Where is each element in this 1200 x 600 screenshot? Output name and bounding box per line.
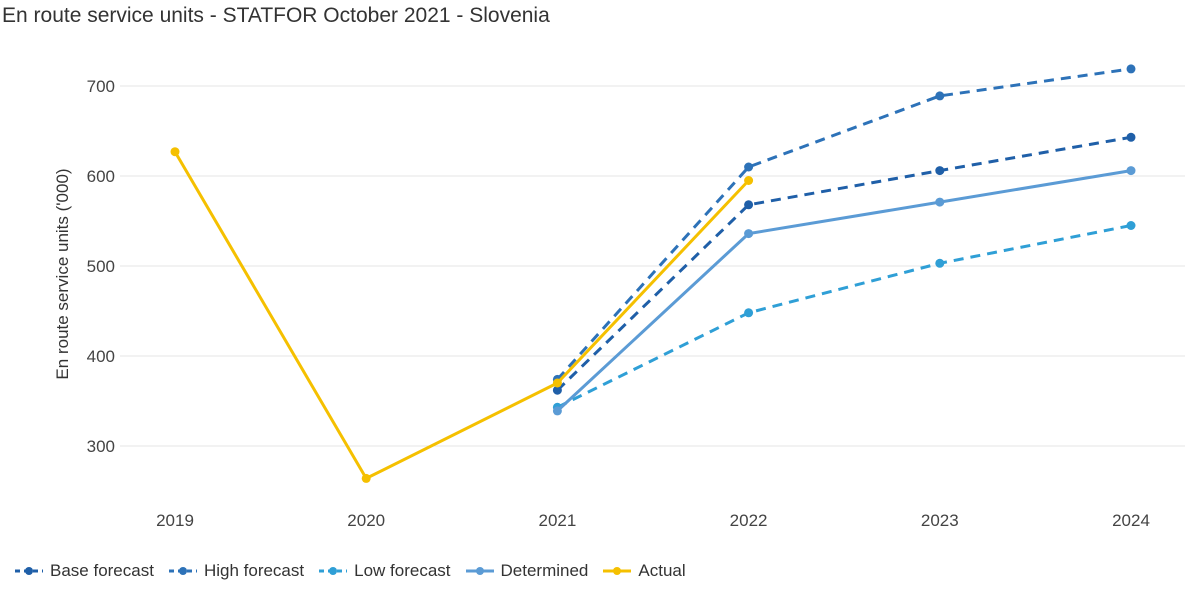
data-point-high-forecast (935, 91, 945, 101)
legend-swatch-marker (178, 567, 187, 575)
legend-swatch (603, 567, 632, 575)
data-point-actual (361, 473, 371, 483)
legend-swatch-marker (613, 567, 622, 575)
legend-swatch (15, 567, 43, 575)
legend-item-actual[interactable]: Actual (602, 561, 686, 581)
x-tick-label: 2021 (538, 511, 576, 530)
data-point-actual (744, 176, 754, 185)
data-point-base-forecast (552, 385, 562, 395)
legend-swatch (168, 567, 197, 575)
series-line-base-forecast (556, 135, 1132, 392)
data-point-high-forecast (1126, 64, 1136, 74)
legend-item-high-forecast[interactable]: High forecast (168, 561, 304, 581)
data-point-low-forecast (744, 308, 754, 318)
y-tick-label: 400 (87, 347, 115, 366)
x-tick-label: 2023 (921, 511, 959, 530)
y-tick-label: 700 (87, 77, 115, 96)
y-tick-label: 500 (87, 257, 115, 276)
data-point-determined (552, 406, 562, 416)
x-tick-label: 2019 (156, 511, 194, 530)
legend-label: Low forecast (354, 561, 451, 580)
data-point-determined (935, 197, 945, 207)
legend-label: Actual (638, 561, 686, 580)
legend: Base forecast High forecast Low forecast De… (14, 561, 686, 581)
legend-item-low-forecast[interactable]: Low forecast (318, 561, 451, 581)
legend-swatch (319, 567, 348, 575)
data-point-base-forecast (935, 166, 945, 176)
data-point-base-forecast (1126, 132, 1136, 142)
legend-label: Determined (500, 561, 589, 580)
data-point-base-forecast (744, 200, 754, 210)
series-line-high-forecast (556, 67, 1132, 381)
legend-swatch-marker (25, 567, 33, 575)
x-tick-label: 2024 (1112, 511, 1150, 530)
series-line-determined (556, 169, 1132, 412)
legend-item-base-forecast[interactable]: Base forecast (14, 561, 154, 581)
data-point-low-forecast (935, 258, 945, 268)
legend-label: High forecast (203, 561, 305, 580)
legend-label: Base forecast (50, 561, 154, 580)
data-point-actual (552, 378, 562, 388)
legend-swatch-marker (475, 567, 484, 575)
data-point-low-forecast (1126, 221, 1136, 230)
series-line-actual (173, 150, 750, 480)
x-tick-label: 2020 (347, 511, 385, 530)
x-tick-label: 2022 (730, 511, 768, 530)
chart-title: En route service units - STATFOR October… (2, 4, 550, 27)
series-line-low-forecast (556, 224, 1132, 409)
y-axis-label: En route service units ('000) (53, 168, 72, 379)
data-point-determined (744, 229, 754, 239)
data-point-determined (1126, 166, 1136, 176)
legend-item-determined[interactable]: Determined (465, 561, 589, 581)
y-tick-label: 300 (87, 437, 115, 456)
data-point-actual (170, 147, 180, 157)
y-tick-label: 600 (87, 167, 115, 186)
legend-swatch-marker (329, 567, 338, 575)
data-point-high-forecast (744, 162, 754, 172)
legend-swatch (465, 567, 494, 575)
